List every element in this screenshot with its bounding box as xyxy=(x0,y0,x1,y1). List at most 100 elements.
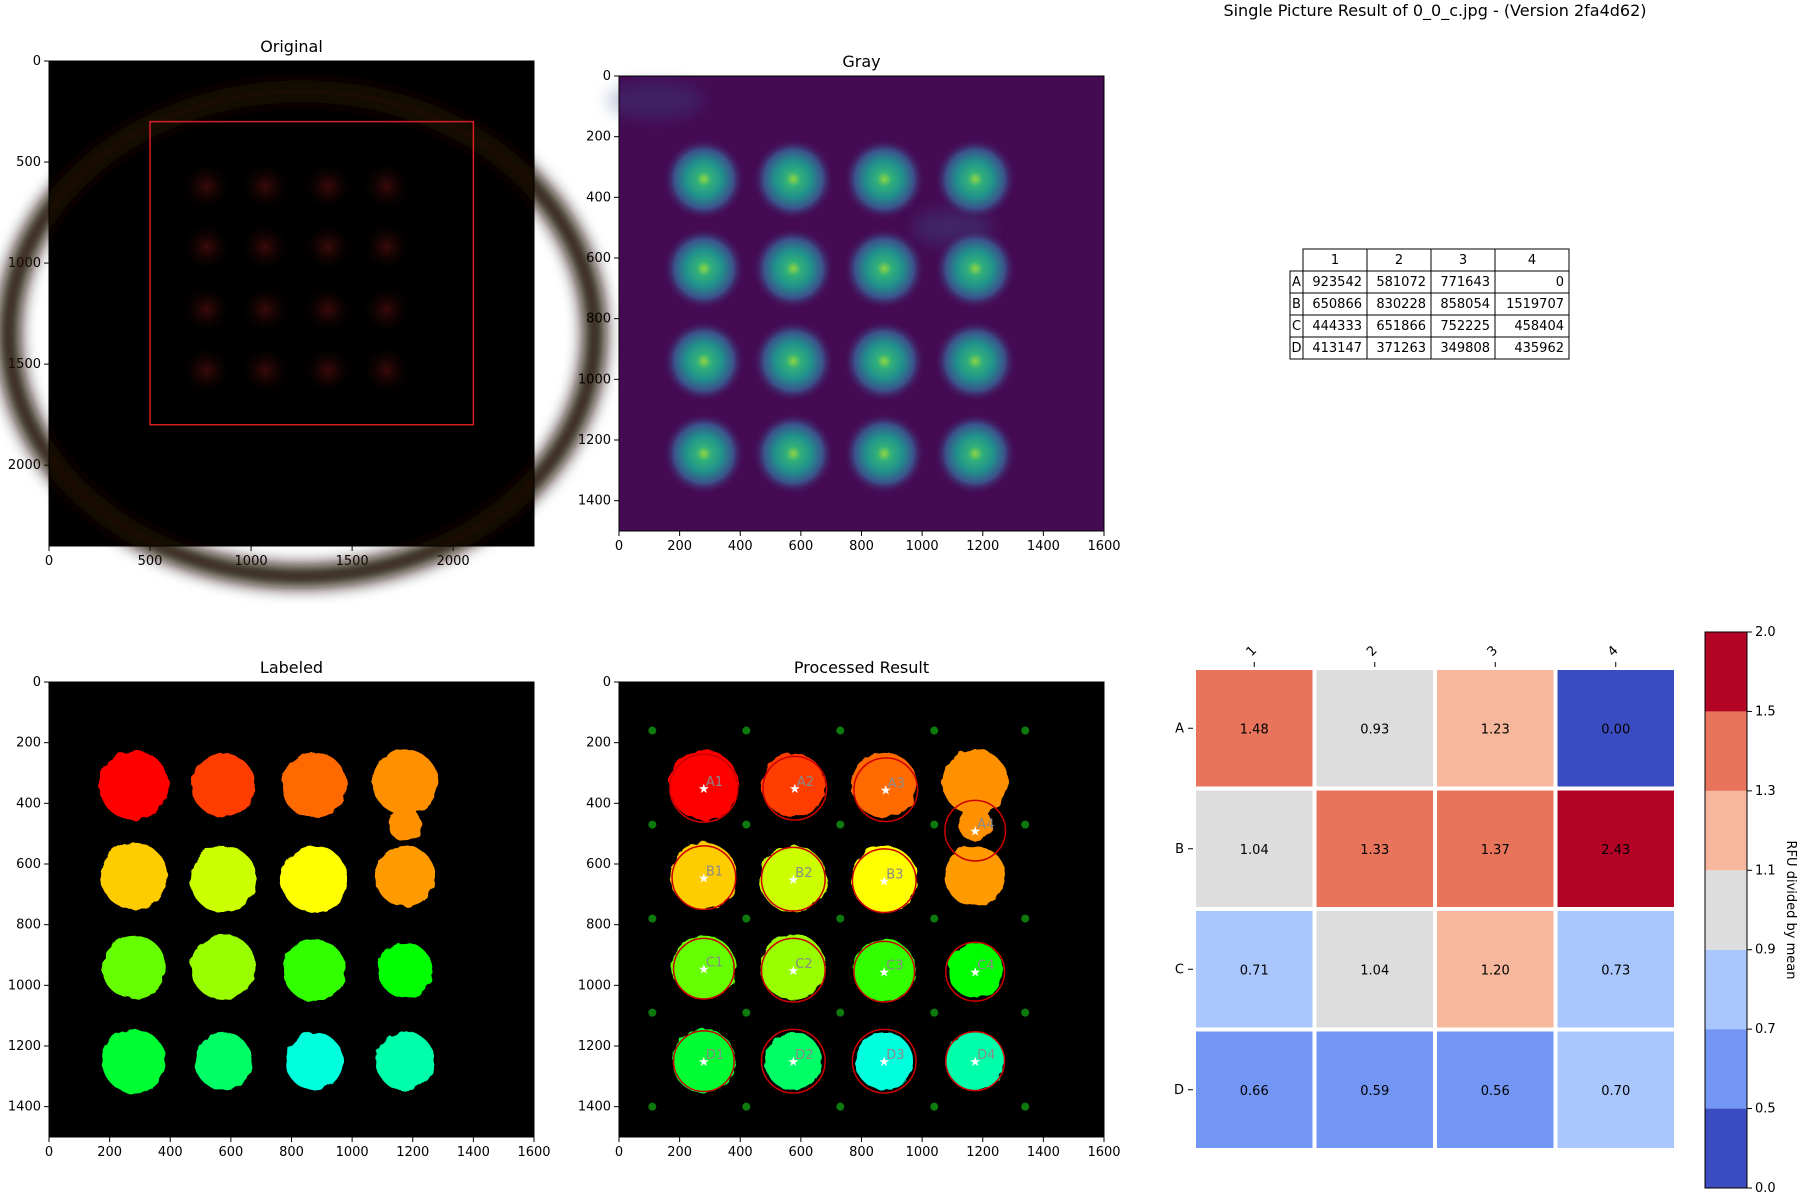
processed-well-center-star: ★ xyxy=(880,784,892,799)
processed-y-tick-label: 1000 xyxy=(578,978,611,993)
heatmap-cell-label: 0.70 xyxy=(1601,1084,1630,1099)
processed-region xyxy=(764,1032,823,1090)
table-row-label: A xyxy=(1292,275,1301,290)
processed-well-circle xyxy=(945,941,1006,1002)
table-cell-value: 830228 xyxy=(1376,297,1426,312)
labeled-region xyxy=(372,749,438,815)
gray-spot xyxy=(752,227,835,310)
processed-grid-dot xyxy=(742,914,751,923)
processed-y-tick-label: 200 xyxy=(586,736,611,751)
processed-well-label: C2 xyxy=(795,957,812,972)
processed-grid-dot xyxy=(836,914,845,923)
labeled-region xyxy=(388,807,422,842)
processed-well-center-star: ★ xyxy=(878,1055,890,1070)
processed-x-tick-label: 0 xyxy=(615,1145,623,1160)
processed-well-center-star: ★ xyxy=(878,966,890,981)
processed-well-label: A1 xyxy=(706,775,723,790)
gray-y-tick-label: 1000 xyxy=(578,372,611,387)
original-x-tick-label: 2000 xyxy=(437,554,470,569)
processed-well-circle xyxy=(672,1030,735,1093)
processed-well-label: A3 xyxy=(888,777,905,792)
table-column-header: 4 xyxy=(1528,253,1536,268)
labeled-x-tick-label: 800 xyxy=(279,1145,304,1160)
processed-y-tick-label: 800 xyxy=(586,918,611,933)
heatmap-cell xyxy=(1433,666,1558,791)
original-spot xyxy=(238,160,292,213)
processed-region xyxy=(672,1029,736,1093)
original-spot xyxy=(360,220,413,274)
colorbar-segment xyxy=(1705,790,1747,871)
gray-spot xyxy=(662,227,745,310)
colorbar-segment xyxy=(1705,1108,1747,1188)
processed-well-center-star: ★ xyxy=(969,966,981,981)
labeled-regions xyxy=(99,749,438,1093)
gray-corner-glow xyxy=(606,82,704,119)
processed-grid-dot xyxy=(742,726,751,735)
colorbar-segment xyxy=(1705,711,1747,791)
original-spot xyxy=(180,160,233,213)
gray-spot xyxy=(934,412,1017,495)
processed-y-tick-label: 1200 xyxy=(578,1039,611,1054)
processed-region xyxy=(760,934,827,1000)
processed-well-center-star: ★ xyxy=(969,1055,981,1070)
processed-well-circle xyxy=(760,937,826,1003)
labeled-title: Labeled xyxy=(260,658,323,677)
original-x-tick-label: 0 xyxy=(45,554,53,569)
processed-well-label: B2 xyxy=(795,866,812,881)
processed-grid-dot xyxy=(836,1008,845,1017)
gray-x-tick-label: 0 xyxy=(615,539,623,554)
original-spot xyxy=(180,343,233,397)
gray-y-tick-label: 0 xyxy=(603,69,611,84)
colorbar-tick-label: 0.5 xyxy=(1755,1102,1776,1117)
processed-region xyxy=(670,842,738,910)
heatmap-column-label: 4 xyxy=(1605,643,1621,659)
colorbar-label: RFU divided by mean xyxy=(1783,841,1798,980)
original-spot xyxy=(360,343,413,397)
gray-spot xyxy=(843,320,926,403)
processed-well-circle xyxy=(944,799,1007,862)
processed-region xyxy=(958,807,992,842)
processed-well-label: A4 xyxy=(977,818,994,833)
processed-x-tick-label: 1600 xyxy=(1087,1145,1120,1160)
labeled-y-tick-label: 0 xyxy=(33,675,41,690)
table-column-header: 1 xyxy=(1331,253,1339,268)
heatmap-row-label: D xyxy=(1174,1083,1184,1098)
heatmap-cell xyxy=(1192,907,1317,1032)
labeled-region xyxy=(283,938,346,1002)
processed-x-tick-label: 600 xyxy=(788,1145,813,1160)
processed-well-label: B1 xyxy=(706,865,723,880)
heatmap-cell-label: 2.43 xyxy=(1601,843,1630,858)
colorbar-tick-label: 1.1 xyxy=(1755,863,1776,878)
processed-grid-dot xyxy=(742,1102,751,1111)
processed-region xyxy=(850,845,918,913)
processed-x-tick-label: 200 xyxy=(667,1145,692,1160)
labeled-region xyxy=(191,753,256,817)
colorbar-segment xyxy=(1705,870,1747,950)
processed-region xyxy=(855,1032,914,1090)
labeled-x-tick-label: 1200 xyxy=(396,1145,429,1160)
processed-well-label: D1 xyxy=(706,1048,724,1063)
processed-grid-dot xyxy=(836,726,845,735)
gray-spot xyxy=(662,320,745,403)
labeled-x-tick-label: 1000 xyxy=(336,1145,369,1160)
heatmap-cell-label: 0.93 xyxy=(1360,722,1389,737)
original-spot xyxy=(238,283,292,336)
original-frame xyxy=(48,60,535,547)
labeled-y-tick-label: 800 xyxy=(16,918,41,933)
processed-grid-dot xyxy=(742,820,751,829)
processed-well-center-star: ★ xyxy=(787,873,799,888)
processed-x-tick-label: 1200 xyxy=(966,1145,999,1160)
heatmap-cell xyxy=(1312,1027,1437,1152)
original-title: Original xyxy=(260,37,323,56)
original-x-tick-label: 500 xyxy=(138,554,163,569)
processed-grid-dot xyxy=(1021,914,1030,923)
labeled-region xyxy=(374,845,436,907)
processed-x-tick-label: 800 xyxy=(849,1145,874,1160)
colorbar-tick-label: 0.0 xyxy=(1755,1181,1776,1196)
labeled-region xyxy=(377,942,433,998)
processed-grid-dot xyxy=(648,726,657,735)
processed-well-label: B3 xyxy=(886,868,903,883)
table-cell-value: 444333 xyxy=(1312,319,1362,334)
processed-well-center-star: ★ xyxy=(787,964,799,979)
